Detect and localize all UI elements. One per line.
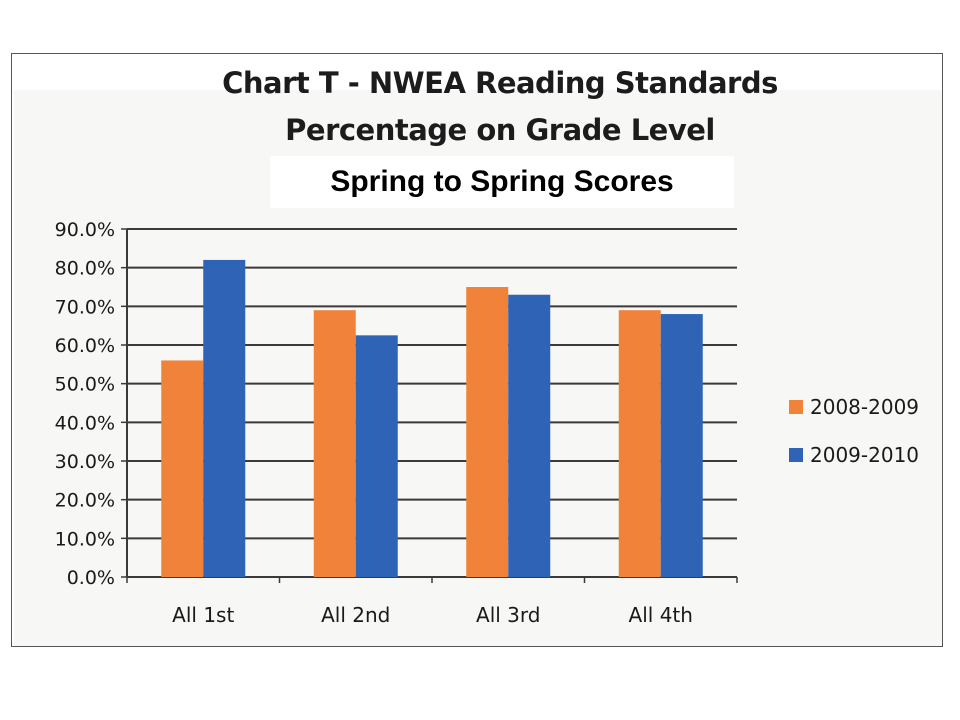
bar-2008-2009-all-1st <box>161 360 204 577</box>
x-tick-label: All 3rd <box>476 603 540 627</box>
y-tick-label: 0.0% <box>67 567 115 589</box>
y-tick-label: 40.0% <box>55 412 115 434</box>
bar-2009-2010-all-1st <box>203 259 246 577</box>
y-tick-label: 90.0% <box>55 219 115 241</box>
y-tick-label: 20.0% <box>55 490 115 512</box>
bar-2008-2009-all-2nd <box>313 310 356 577</box>
y-tick-label: 30.0% <box>55 451 115 473</box>
chart-title: Chart T - NWEA Reading Standards <box>222 66 778 100</box>
x-tick-label: All 2nd <box>321 603 390 627</box>
y-tick-label: 60.0% <box>55 335 115 357</box>
legend-label-2008-2009: 2008-2009 <box>810 395 919 419</box>
x-tick-label: All 1st <box>172 603 234 627</box>
bar-2009-2010-all-3rd <box>508 294 551 577</box>
y-tick-label: 10.0% <box>55 528 115 550</box>
y-tick-label: 50.0% <box>55 374 115 396</box>
bar-2009-2010-all-2nd <box>355 335 398 577</box>
bar-2009-2010-all-4th <box>660 314 703 577</box>
legend-swatch-2009-2010 <box>789 448 803 462</box>
y-tick-label: 80.0% <box>55 258 115 280</box>
y-tick-label: 70.0% <box>55 296 115 318</box>
chart-subtitle: Spring to Spring Scores <box>270 156 734 208</box>
bar-2008-2009-all-3rd <box>466 287 509 577</box>
bar-2008-2009-all-4th <box>618 310 661 577</box>
legend-label-2009-2010: 2009-2010 <box>810 443 919 467</box>
x-tick-label: All 4th <box>629 603 693 627</box>
legend-swatch-2008-2009 <box>789 400 803 414</box>
chart-title-line2: Percentage on Grade Level <box>285 113 715 147</box>
